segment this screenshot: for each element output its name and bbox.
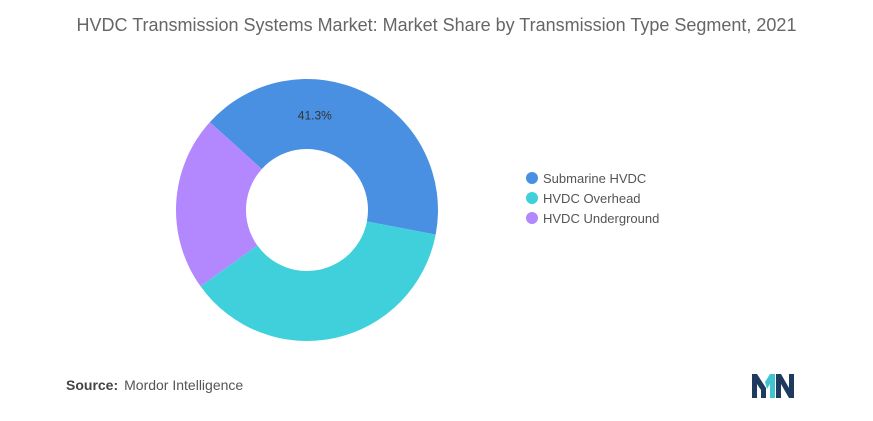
chart-legend: Submarine HVDC HVDC Overhead HVDC Undergro… [526, 168, 659, 228]
donut-slice-hvdc-underground [175, 122, 262, 287]
mordor-intelligence-logo-icon [752, 374, 794, 398]
legend-item: HVDC Overhead [526, 188, 659, 208]
donut-slice-submarine-hvdc [209, 79, 438, 235]
source-text: Mordor Intelligence [124, 377, 244, 393]
legend-item: Submarine HVDC [526, 168, 659, 188]
chart-title: HVDC Transmission Systems Market: Market… [76, 15, 797, 35]
legend-label: HVDC Overhead [543, 190, 641, 206]
source-note: Source: Mordor Intelligence [66, 377, 243, 393]
legend-swatch [526, 172, 538, 184]
source-label: Source: [66, 377, 119, 393]
legend-item: HVDC Underground [526, 208, 659, 228]
donut-slice-hvdc-overhead [200, 221, 436, 341]
legend-swatch [526, 212, 538, 224]
legend-label: HVDC Underground [543, 210, 660, 226]
legend-label: Submarine HVDC [543, 170, 647, 186]
legend-swatch [526, 192, 538, 204]
data-label-0: 41.3% [298, 108, 332, 122]
